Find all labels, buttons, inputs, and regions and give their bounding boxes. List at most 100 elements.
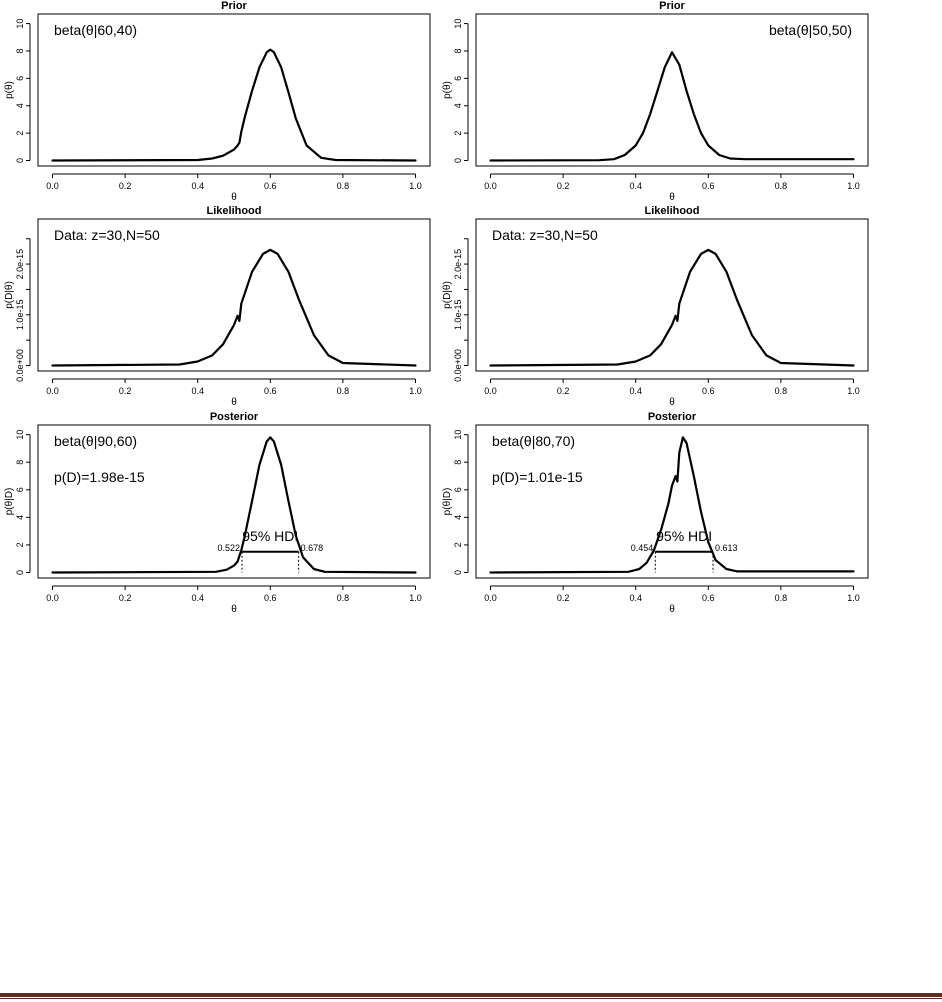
x-tick-label: 0.4	[629, 181, 642, 191]
x-tick-label: 0.8	[775, 181, 788, 191]
hdi-high-label: 0.678	[301, 543, 324, 553]
chart-title: Likelihood	[645, 205, 700, 217]
density-curve	[489, 248, 855, 367]
x-tick-label: 0.4	[191, 181, 204, 191]
x-tick-label: 1.0	[847, 181, 860, 191]
x-tick-label: 0.6	[264, 593, 277, 603]
x-tick-label: 0.8	[337, 386, 350, 396]
x-tick-label: 0.2	[119, 593, 132, 603]
x-tick-label: 0.4	[629, 593, 642, 603]
hdi-low-label: 0.454	[631, 543, 654, 553]
y-tick-label: 1.0e-15	[453, 300, 463, 331]
chart-title: Prior	[659, 0, 685, 12]
hdi-label: 95% HDI	[656, 528, 712, 544]
x-tick-label: 1.0	[409, 181, 422, 191]
x-tick-label: 0.4	[191, 593, 204, 603]
y-tick-label: 4	[453, 103, 463, 108]
x-axis-label: θ	[669, 397, 675, 408]
x-tick-label: 1.0	[847, 593, 860, 603]
x-tick-label: 0.2	[119, 386, 132, 396]
y-tick-label: 0	[453, 570, 463, 575]
distribution-label: beta(θ|80,70)	[492, 433, 575, 449]
footer-rule-thin	[0, 998, 942, 999]
density-curve	[51, 436, 417, 574]
distribution-label: beta(θ|60,40)	[54, 22, 137, 38]
x-tick-label: 0.0	[46, 181, 59, 191]
x-axis-label: θ	[231, 604, 237, 615]
y-tick-label: 8	[453, 460, 463, 465]
plot-frame	[475, 218, 869, 372]
y-tick-label: 2.0e-15	[15, 249, 25, 280]
y-tick-label: 6	[453, 76, 463, 81]
chart-title: Prior	[221, 0, 247, 12]
plot-frame	[475, 13, 869, 167]
x-tick-label: 0.0	[484, 386, 497, 396]
x-tick-label: 0.2	[557, 593, 570, 603]
y-axis-label: p(D|θ)	[4, 281, 15, 309]
x-tick-label: 0.0	[46, 386, 59, 396]
plot-frame	[37, 13, 431, 167]
y-tick-label: 2.0e-15	[453, 249, 463, 280]
evidence-label: p(D)=1.98e-15	[54, 469, 145, 485]
x-tick-label: 0.4	[191, 386, 204, 396]
y-tick-label: 0	[15, 570, 25, 575]
density-curve	[51, 248, 417, 367]
y-tick-label: 2	[453, 131, 463, 136]
y-axis-label: p(θ|D)	[442, 488, 453, 516]
x-axis-label: θ	[231, 192, 237, 203]
y-axis-label: p(θ|D)	[4, 488, 15, 516]
y-tick-label: 1.0e-15	[15, 300, 25, 331]
y-tick-label: 0	[15, 158, 25, 163]
x-tick-label: 1.0	[847, 386, 860, 396]
plot-frame	[475, 424, 869, 579]
y-tick-label: 0.0e+00	[453, 349, 463, 382]
y-tick-label: 10	[15, 19, 25, 29]
chart-panel-6: Posterior 0.0 0.2 0.4 0.6 0.8 1.0 θ 0 2 4 6 8 10 p(θ|D…	[442, 411, 869, 615]
density-curve	[489, 51, 855, 162]
x-tick-label: 0.8	[775, 593, 788, 603]
x-tick-label: 0.2	[557, 181, 570, 191]
y-tick-label: 6	[15, 487, 25, 492]
hdi-label: 95% HDI	[242, 528, 298, 544]
y-tick-label: 10	[453, 430, 463, 440]
density-curve	[51, 48, 417, 162]
y-tick-label: 8	[15, 460, 25, 465]
y-tick-label: 8	[15, 48, 25, 53]
x-tick-label: 0.6	[264, 386, 277, 396]
y-tick-label: 6	[453, 487, 463, 492]
plot-frame	[37, 218, 431, 372]
chart-panel-4: Likelihood 0.0 0.2 0.4 0.6 0.8 1.0 θ 0.0e+00 1.0e…	[442, 205, 869, 408]
y-tick-label: 4	[15, 103, 25, 108]
evidence-label: p(D)=1.01e-15	[492, 469, 583, 485]
x-tick-label: 1.0	[409, 386, 422, 396]
distribution-label: Data: z=30,N=50	[54, 227, 160, 243]
chart-title: Posterior	[648, 411, 697, 423]
y-tick-label: 10	[453, 19, 463, 29]
distribution-label: beta(θ|90,60)	[54, 433, 137, 449]
x-tick-label: 0.0	[484, 181, 497, 191]
x-tick-label: 0.0	[46, 593, 59, 603]
x-tick-label: 1.0	[409, 593, 422, 603]
x-tick-label: 0.2	[119, 181, 132, 191]
x-tick-label: 0.4	[629, 386, 642, 396]
y-tick-label: 2	[15, 131, 25, 136]
density-curve	[489, 436, 855, 574]
x-tick-label: 0.6	[702, 386, 715, 396]
x-axis-label: θ	[231, 397, 237, 408]
x-tick-label: 0.6	[702, 593, 715, 603]
chart-title: Posterior	[210, 411, 259, 423]
y-tick-label: 0	[453, 158, 463, 163]
chart-panel-2: Prior 0.0 0.2 0.4 0.6 0.8 1.0 θ 0 2 4 6 8 10 p(θ) beta(…	[442, 0, 869, 203]
distribution-label: Data: z=30,N=50	[492, 227, 598, 243]
x-tick-label: 0.8	[337, 181, 350, 191]
y-tick-label: 8	[453, 48, 463, 53]
x-tick-label: 0.2	[557, 386, 570, 396]
x-tick-label: 0.6	[702, 181, 715, 191]
chart-panel-5: Posterior 0.0 0.2 0.4 0.6 0.8 1.0 θ 0 2 4 6 8 10 p(θ|D…	[4, 411, 431, 615]
x-tick-label: 0.6	[264, 181, 277, 191]
x-axis-label: θ	[669, 604, 675, 615]
footer-rule	[0, 993, 942, 997]
y-tick-label: 2	[15, 542, 25, 547]
y-tick-label: 4	[15, 515, 25, 520]
